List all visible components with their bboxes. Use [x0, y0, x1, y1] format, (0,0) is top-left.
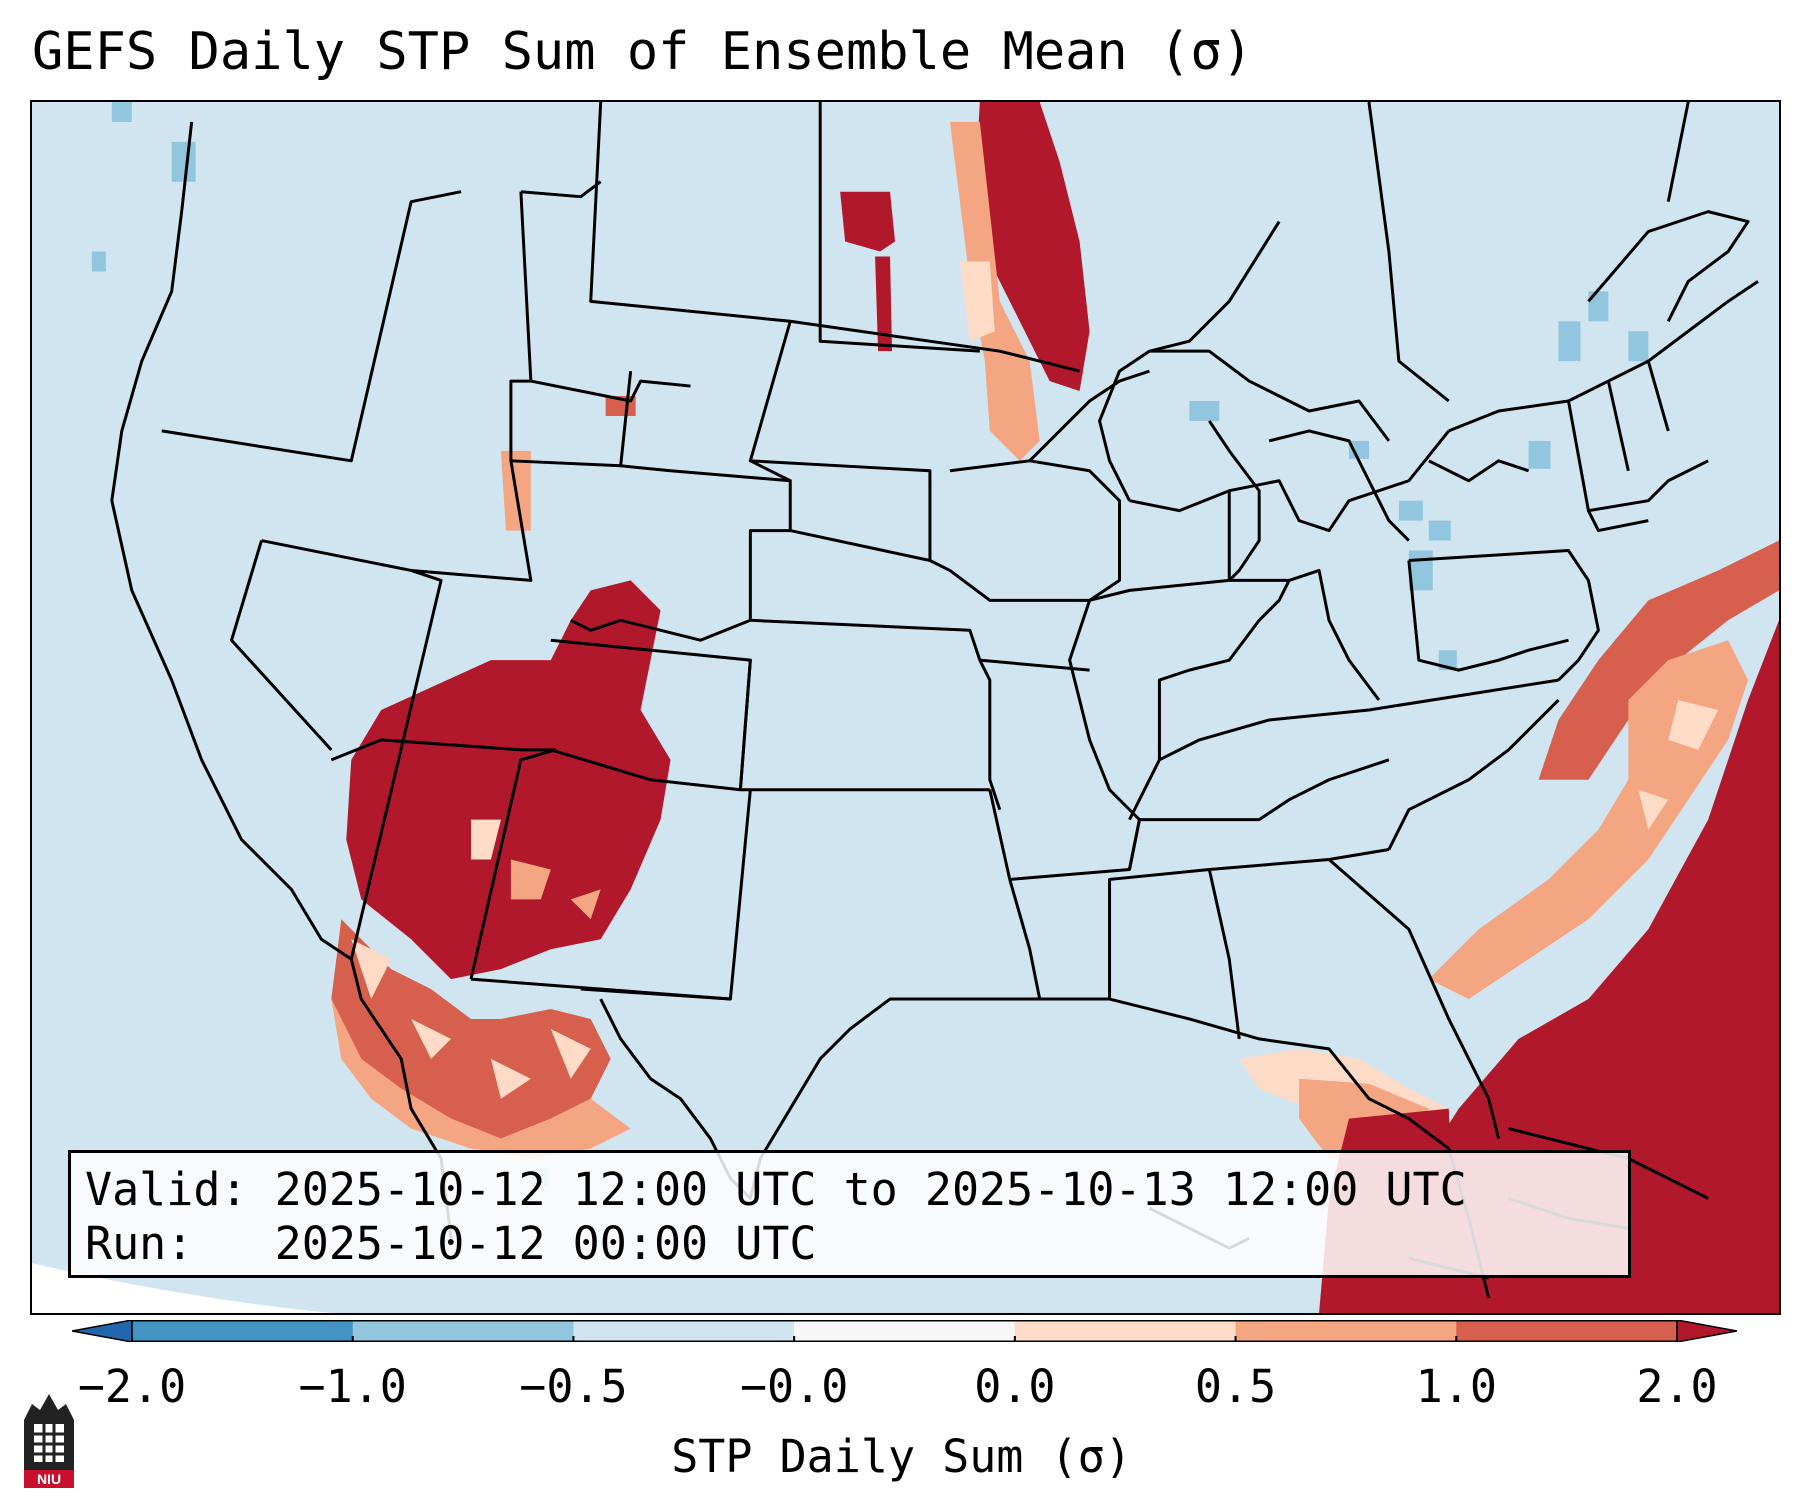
colorbar-frame [131, 1320, 1678, 1342]
stp-anomaly-southwest [331, 580, 671, 1159]
colorbar-tick-label: 0.0 [974, 1360, 1056, 1413]
colorbar-segment [132, 1320, 354, 1342]
colorbar-tick-label: 2.0 [1636, 1360, 1718, 1413]
stp-anomaly-northern-plains [500, 102, 1090, 531]
validity-info-box: Valid: 2025-10-12 12:00 UTC to 2025-10-1… [68, 1150, 1631, 1278]
colorbar-tick-label: −0.0 [739, 1360, 849, 1413]
projection-edge [32, 1263, 332, 1313]
svg-text:NIU: NIU [37, 1471, 61, 1487]
colorbar-tick-label: −2.0 [77, 1360, 187, 1413]
colorbar-label: STP Daily Sum (σ) [671, 1430, 1132, 1483]
colorbar-segment [352, 1320, 574, 1342]
colorbar-tick-label: 0.5 [1194, 1360, 1277, 1413]
colorbar-tick-label: 1.0 [1415, 1360, 1497, 1413]
colorbar-extend-low [72, 1320, 133, 1342]
colorbar-tick-label: −0.5 [519, 1360, 628, 1413]
colorbar-tick-label: −1.0 [298, 1360, 407, 1413]
map-canvas [32, 102, 1779, 1313]
colorbar [72, 1320, 1737, 1342]
niu-logo: NIU [24, 1394, 74, 1488]
run-time-text: Run: 2025-10-12 00:00 UTC [85, 1217, 817, 1270]
colorbar-extend-high [1676, 1320, 1737, 1342]
colorbar-segment [573, 1320, 795, 1342]
colorbar-segment [1014, 1320, 1237, 1342]
map-title: GEFS Daily STP Sum of Ensemble Mean (σ) [32, 22, 1253, 82]
colorbar-segment [1235, 1320, 1457, 1342]
map-panel [30, 100, 1781, 1315]
valid-time-text: Valid: 2025-10-12 12:00 UTC to 2025-10-1… [85, 1163, 1467, 1216]
colorbar-segment [1456, 1320, 1678, 1342]
colorbar-segment [794, 1320, 1016, 1342]
